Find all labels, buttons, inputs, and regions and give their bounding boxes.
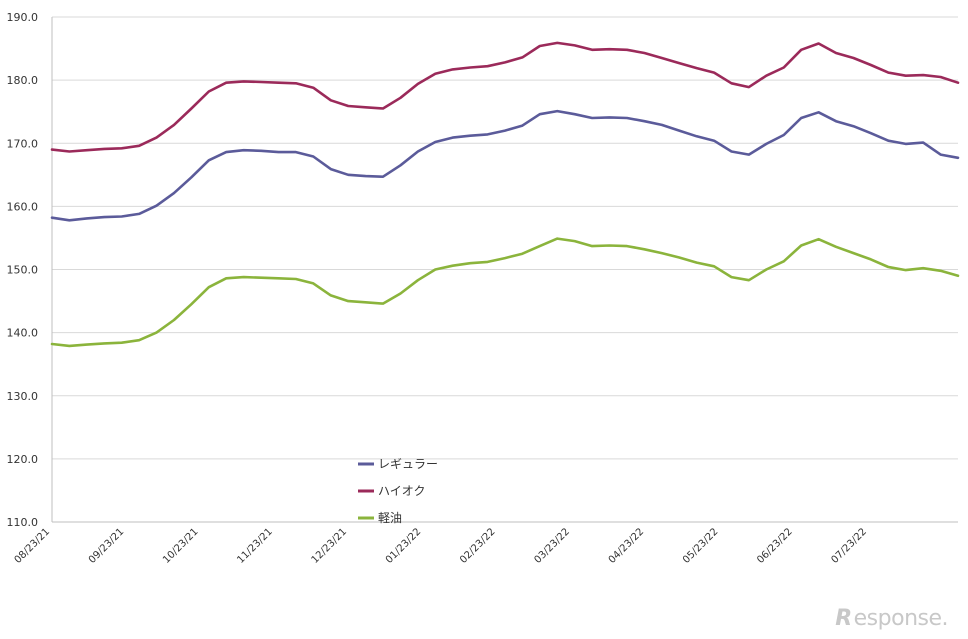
legend-label: ハイオク	[378, 484, 426, 498]
axes	[51, 17, 958, 523]
gridlines	[52, 16, 958, 523]
series-line-0	[50, 109, 960, 222]
x-tick-label: 09/23/21	[87, 526, 127, 566]
x-tick-label: 12/23/21	[310, 526, 350, 566]
legend-label: 軽油	[378, 511, 402, 525]
y-tick-label: 190.0	[7, 11, 39, 24]
response-watermark: R esponse.	[835, 606, 948, 631]
y-tick-label: 150.0	[7, 264, 39, 277]
y-tick-label: 110.0	[7, 516, 39, 529]
x-tick-label: 04/23/22	[607, 526, 647, 566]
y-tick-label: 170.0	[7, 137, 39, 150]
x-tick-label: 07/23/22	[829, 526, 869, 566]
y-tick-label: 180.0	[7, 74, 39, 87]
legend-label: レギュラー	[378, 457, 438, 471]
x-axis-ticks: 08/23/21 09/23/21 10/23/21 11/23/21 12/23/21…	[13, 526, 869, 566]
y-tick-label: 120.0	[7, 453, 39, 466]
x-tick-label: 01/23/22	[384, 526, 424, 566]
y-axis-ticks: 110.0 120.0 130.0 140.0 150.0 160.0 170.0 180.0…	[7, 11, 39, 529]
series-line-1	[50, 41, 960, 153]
x-tick-label: 10/23/21	[161, 526, 201, 566]
x-tick-label: 05/23/22	[681, 526, 721, 566]
x-tick-label: 08/23/21	[13, 526, 53, 566]
x-tick-label: 06/23/22	[755, 526, 795, 566]
x-tick-label: 02/23/22	[458, 526, 498, 566]
x-tick-label: 11/23/21	[235, 526, 275, 566]
y-tick-label: 130.0	[7, 390, 39, 403]
series-lines	[50, 41, 960, 348]
series-line-2	[50, 237, 960, 348]
y-tick-label: 140.0	[7, 327, 39, 340]
y-tick-label: 160.0	[7, 200, 39, 213]
x-tick-label: 03/23/22	[532, 526, 572, 566]
response-logo-glyph: R	[835, 606, 852, 631]
response-logo-text: esponse.	[853, 606, 949, 631]
